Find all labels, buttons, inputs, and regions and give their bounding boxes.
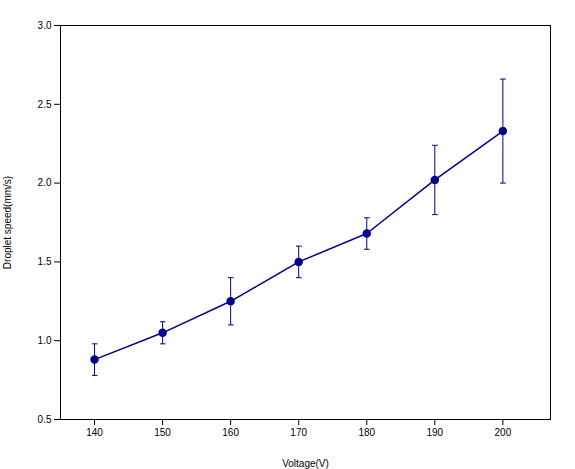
svg-text:2.5: 2.5 <box>38 99 52 110</box>
svg-text:2.0: 2.0 <box>38 177 52 188</box>
svg-text:140: 140 <box>86 427 103 438</box>
svg-text:160: 160 <box>222 427 239 438</box>
svg-text:170: 170 <box>290 427 307 438</box>
svg-text:190: 190 <box>426 427 443 438</box>
svg-text:Droplet speed(mm/s): Droplet speed(mm/s) <box>2 176 13 269</box>
svg-text:1.5: 1.5 <box>38 256 52 267</box>
svg-text:150: 150 <box>154 427 171 438</box>
svg-text:1.0: 1.0 <box>38 335 52 346</box>
svg-text:200: 200 <box>495 427 512 438</box>
svg-text:180: 180 <box>358 427 375 438</box>
svg-text:Voltage(V): Voltage(V) <box>282 458 329 469</box>
svg-text:0.5: 0.5 <box>38 414 52 425</box>
svg-text:3.0: 3.0 <box>38 20 52 31</box>
